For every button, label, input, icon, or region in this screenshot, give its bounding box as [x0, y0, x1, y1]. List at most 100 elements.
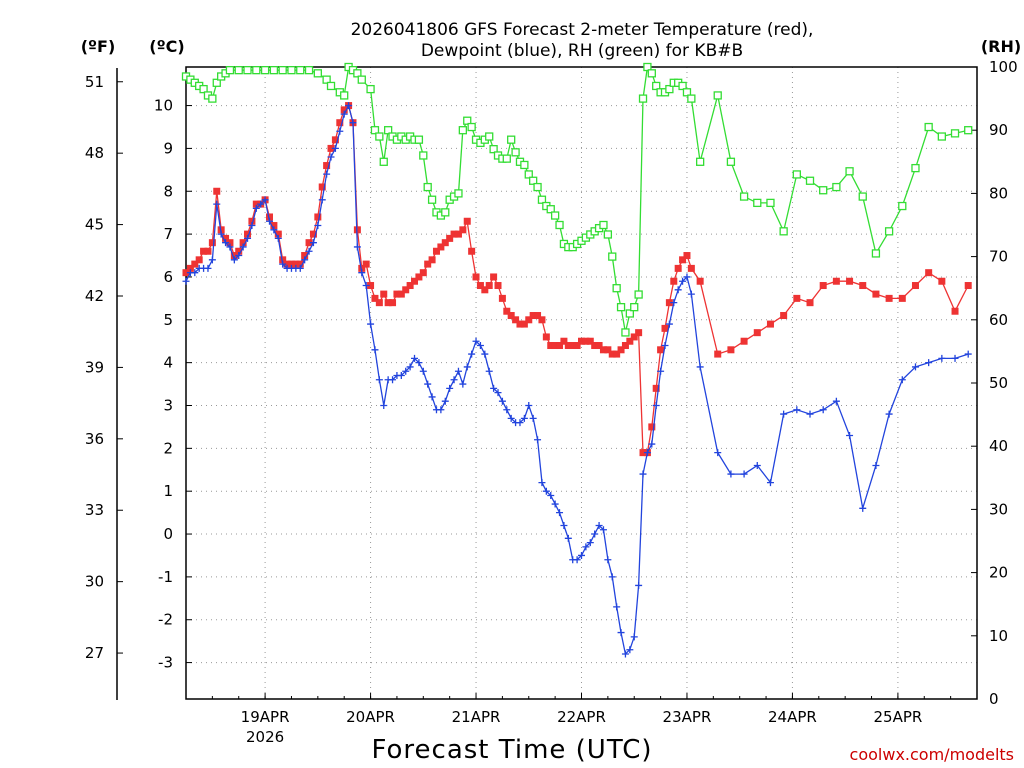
dewpoint-point [586, 539, 594, 547]
rh-point [441, 208, 450, 217]
rh-point [924, 122, 933, 132]
dewpoint-point [441, 397, 449, 405]
dewpoint-point [670, 299, 678, 307]
y-tick-label-fahrenheit: 45 [85, 216, 104, 234]
dewpoint-point [367, 320, 375, 328]
dewpoint-point [265, 217, 273, 225]
rh-point [427, 195, 437, 204]
rh-point [533, 182, 542, 192]
temperature-point [687, 264, 695, 272]
dewpoint-point [951, 354, 959, 362]
y-tick-label-fahrenheit: 42 [85, 287, 104, 305]
temperature-point [639, 449, 647, 457]
temperature-point [846, 277, 854, 285]
dewpoint-point [547, 491, 555, 499]
temperature-point [621, 342, 629, 350]
rh-point [665, 84, 674, 94]
rh-point [458, 126, 468, 135]
rh-point [199, 84, 208, 94]
temperature-point [793, 294, 801, 302]
rh-point [357, 75, 366, 84]
credit-text[interactable]: coolwx.com/modelts [850, 745, 1014, 764]
series-line-2 [185, 65, 969, 333]
rh-point [489, 145, 498, 154]
temperature-point [441, 239, 449, 247]
rh-point [304, 66, 314, 75]
rh-point [524, 170, 533, 179]
dewpoint-point [336, 127, 344, 135]
temperature-point [542, 333, 550, 341]
temperature-point [318, 183, 326, 191]
y-tick-label-celsius: 7 [163, 225, 173, 243]
dewpoint-point [599, 526, 607, 534]
temperature-point [375, 299, 383, 307]
dewpoint-point [305, 247, 313, 255]
dewpoint-point [911, 363, 919, 371]
y-tick-label-rh: 60 [989, 311, 1008, 329]
dewpoint-point [450, 376, 458, 384]
dewpoint-point [274, 234, 282, 242]
temperature-point [186, 264, 194, 272]
dewpoint-point [938, 354, 946, 362]
y-tick-label-rh: 40 [989, 437, 1008, 455]
y-tick-label-celsius: 0 [163, 525, 173, 543]
temperature-point [503, 307, 511, 315]
temperature-point [595, 342, 603, 350]
temperature-point [679, 256, 687, 264]
temperature-point [362, 260, 370, 268]
rh-point [634, 290, 643, 299]
dewpoint-point [279, 260, 287, 268]
y-tick-label-rh: 20 [989, 564, 1008, 582]
dewpoint-point [503, 406, 511, 414]
dewpoint-point [898, 376, 906, 384]
rh-point [375, 132, 384, 141]
temperature-point [740, 337, 748, 345]
y-tick-label-celsius: 1 [163, 482, 173, 500]
rh-point [485, 132, 494, 141]
temperature-point [727, 346, 735, 354]
dewpoint-point [727, 470, 735, 478]
dewpoint-point [679, 277, 687, 285]
axes: -3-2-10123456789102730333639424548510102… [85, 58, 1018, 746]
rh-point [269, 66, 279, 75]
dewpoint-point [621, 650, 629, 658]
y-tick-label-rh: 100 [989, 58, 1018, 76]
dewpoint-point [446, 384, 454, 392]
temperature-point [925, 269, 933, 277]
rh-point [340, 91, 349, 100]
x-tick-label: 22APR [557, 708, 606, 726]
temperature-point [556, 342, 564, 350]
temperature-point [340, 106, 348, 114]
rh-point [555, 220, 564, 230]
rh-point [467, 122, 476, 132]
dewpoint-point [419, 367, 427, 375]
dewpoint-point [520, 414, 528, 422]
rh-point [625, 309, 634, 318]
series-2 [181, 62, 973, 337]
dewpoint-point [534, 436, 542, 444]
dewpoint-point [819, 406, 827, 414]
dewpoint-point [714, 449, 722, 457]
temperature-point [872, 290, 880, 298]
dewpoint-point [244, 234, 252, 242]
temperature-point [358, 264, 366, 272]
rh-point [243, 66, 252, 75]
dewpoint-point [626, 646, 634, 654]
dewpoint-point [494, 389, 502, 397]
unit-label-rh: (RH) [981, 37, 1021, 56]
temperature-point [538, 316, 546, 324]
dewpoint-point [340, 110, 348, 118]
temperature-point [230, 252, 238, 260]
rh-point [871, 249, 881, 258]
rh-point [643, 62, 652, 72]
rh-point [366, 84, 375, 94]
temperature-point [191, 260, 199, 268]
dewpoint-point [661, 342, 669, 350]
dewpoint-point [542, 487, 550, 495]
rh-point [313, 69, 322, 78]
rh-point [832, 182, 841, 192]
temperature-point [252, 200, 260, 208]
rh-point [937, 132, 946, 141]
temperature-point [384, 299, 392, 307]
